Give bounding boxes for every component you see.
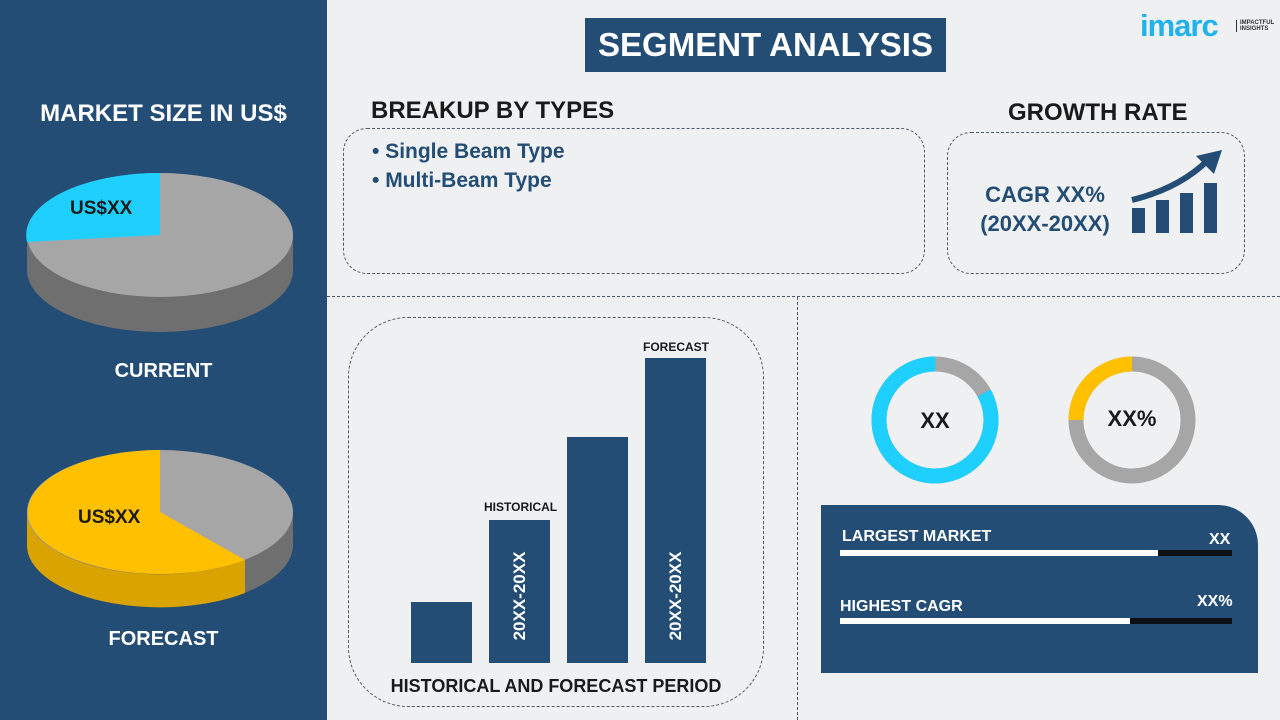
forecast-value: US$XX [78, 507, 141, 528]
divider [797, 297, 798, 720]
growth-box [947, 132, 1245, 274]
chart-footer: HISTORICAL AND FORECAST PERIOD [390, 676, 722, 696]
stat-label: HIGHEST CAGR [840, 598, 963, 615]
page-title: SEGMENT ANALYSIS [585, 18, 946, 72]
forecast-slice [27, 450, 246, 574]
market-size-heading: MARKET SIZE IN US$ [40, 100, 287, 127]
stat-value: XX% [1197, 593, 1233, 610]
forecast-period: 20XX-20XX [666, 551, 685, 641]
growth-chart-icon [1131, 150, 1222, 233]
forecast-pie [26, 450, 293, 608]
logo: imarc [1140, 8, 1219, 43]
type-item: • Multi-Beam Type [372, 169, 552, 192]
historical-label: HISTORICAL [484, 500, 558, 514]
stats-panel [821, 505, 1258, 673]
forecast-label: FORECAST [108, 628, 219, 650]
growth-heading: GROWTH RATE [1008, 99, 1188, 126]
donut-segment [1068, 356, 1196, 484]
stat-value: XX [1209, 531, 1231, 548]
donut-label: XX% [1107, 406, 1157, 431]
type-label: Multi-Beam Type [385, 169, 552, 192]
stat-bar [840, 550, 1232, 556]
current-slice [26, 172, 161, 242]
divider [327, 296, 1280, 297]
chart-box [348, 317, 764, 707]
type-label: Single Beam Type [385, 140, 565, 163]
breakup-box [343, 128, 925, 274]
chart-bar [489, 519, 550, 663]
donut-segment [871, 356, 999, 484]
historical-period: 20XX-20XX [510, 551, 529, 641]
current-value: US$XX [70, 198, 133, 219]
chart-bar [411, 602, 472, 663]
cagr-text: CAGR XX% (20XX-20XX) [960, 180, 1130, 238]
current-label: CURRENT [114, 360, 213, 382]
current-pie [26, 172, 293, 332]
chart-bar [567, 437, 628, 663]
cagr-value: CAGR XX% [985, 182, 1105, 207]
stat-label: LARGEST MARKET [842, 528, 992, 545]
chart-bar [645, 358, 706, 663]
logo-tagline: IMPACTFUL INSIGHTS [1236, 20, 1276, 32]
cagr-period: (20XX-20XX) [980, 211, 1110, 236]
stat-bar [840, 618, 1232, 624]
donut-label: XX [920, 408, 950, 433]
forecast-bar-label: FORECAST [643, 340, 709, 354]
donut-charts [871, 356, 1196, 484]
type-item: • Single Beam Type [372, 140, 565, 163]
breakup-heading: BREAKUP BY TYPES [371, 97, 615, 124]
